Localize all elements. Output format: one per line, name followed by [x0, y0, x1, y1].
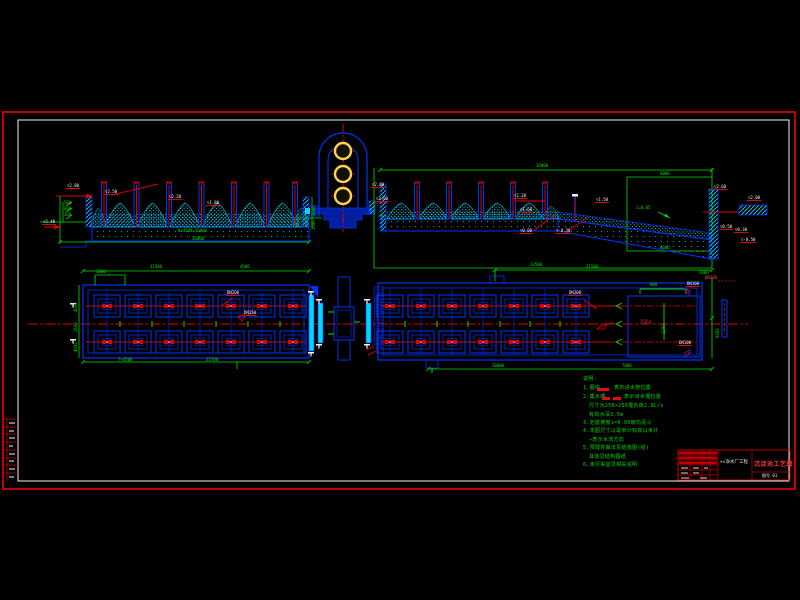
dimension-label: 300: [64, 212, 72, 217]
note-symbol: [613, 397, 621, 400]
elevation-label: DN200: [568, 290, 583, 296]
plan-left: [70, 268, 315, 369]
note-line: 尺寸为250×250堰负荷2.9L/s: [589, 403, 664, 409]
dimension-label: 8000: [660, 245, 670, 250]
dimension-label: 33500: [530, 262, 543, 267]
elevation-label: ▽2.40: [42, 219, 57, 225]
elevation-label: ▽0.00: [519, 228, 534, 234]
elevation-label: DN100: [678, 340, 693, 346]
dimension-label: 33000: [536, 163, 549, 168]
dimension-label: 1500: [311, 220, 316, 230]
notes-title: 说明:: [583, 376, 597, 382]
note-line: 4.本图尺寸以毫米计标高以米计: [583, 428, 659, 434]
elevation-label: ▽-0.30: [555, 228, 572, 234]
note-line: 表示出水堰位置: [624, 394, 662, 400]
dimension-label: 1600: [73, 322, 78, 332]
note-line: 3.池底坡度i=0.05坡向泥斗: [583, 420, 652, 426]
drawing-title: 沉淀池工艺图: [754, 461, 794, 468]
dimension-label: 21500: [586, 264, 599, 269]
elevation-label: ▽2.50: [104, 189, 119, 195]
dimension-label: 8×4500=36000: [178, 228, 207, 233]
project-name: ××净水厂工程: [720, 460, 748, 465]
dimension-label: 7000: [622, 363, 632, 368]
elevation-right: [373, 167, 768, 269]
dimension-label: 6000: [660, 171, 670, 176]
drawing-frame: [2, 111, 796, 490]
dimension-label: 800: [650, 282, 658, 287]
dimension-label: 800: [64, 206, 72, 211]
dimension-label: i=0.05: [636, 205, 651, 210]
elevation-label: ▽0.50: [719, 224, 734, 230]
dimension-label: 1000: [96, 269, 106, 274]
title-block: [677, 449, 791, 481]
pipe-label: DN300: [705, 275, 718, 280]
dimension-label: 28000: [492, 363, 505, 368]
note-line: 6.未尽事宜见相关说明: [583, 462, 638, 468]
elevation-label: ▽1.80: [206, 200, 221, 206]
elevation-label: ▽1.50: [595, 197, 610, 203]
elevation-label: ▽2.80: [66, 183, 81, 189]
margin-strip: [4, 418, 18, 481]
sludge-channel: [582, 287, 701, 358]
elevation-label: ▽0.30: [734, 227, 749, 233]
dimension-label: 1200: [661, 324, 666, 334]
drawing-number: 图号 01: [762, 473, 778, 478]
plan-center: [310, 276, 377, 361]
note-line: 2.集水槽: [583, 394, 606, 400]
dimension-label: 3000: [311, 206, 316, 216]
center-tower: [296, 124, 388, 304]
note-line: 有效水深3.5m: [589, 412, 624, 418]
note-symbol: [597, 388, 609, 391]
dimension-label: 36000: [192, 236, 205, 241]
note-line: 5.预埋件做法见结施图(结): [583, 445, 650, 451]
elevation-label: ▽1.60: [519, 207, 534, 213]
dimension-label: 9000: [715, 328, 720, 338]
dimension-label: 4000: [73, 302, 78, 312]
note-line: 表示进水管位置: [614, 385, 652, 391]
dimension-label: 31500: [206, 357, 219, 362]
dimension-label: 2000: [699, 270, 709, 275]
note-line: 具体见结构图纸: [589, 454, 627, 460]
inlet-weir-comb: [373, 286, 384, 345]
note-line: 1.图中: [583, 385, 601, 391]
dimension-label: 500: [64, 200, 72, 205]
note-symbol: [602, 397, 610, 400]
elevation-label: DN150: [243, 310, 258, 316]
elevation-label: DN100: [686, 281, 701, 287]
elevation-label: ▽2.60: [375, 196, 390, 202]
elevation-label: ▽2.80: [371, 182, 386, 188]
elevation-label: ▽-0.50: [740, 237, 757, 243]
elevation-label: ▽2.00: [747, 195, 762, 201]
dimension-label: 7×4500: [118, 357, 133, 362]
sludge-hopper-label: 污泥斗: [640, 319, 652, 324]
elevation-label: ▽2.20: [168, 194, 183, 200]
dimension-label: 4500: [240, 264, 250, 269]
elevation-label: ▽2.20: [513, 193, 528, 199]
dimension-label: 4000: [73, 342, 78, 352]
note-line: ←表示水流方向: [589, 437, 625, 443]
elevation-label: ▽2.60: [713, 184, 728, 190]
plan-right: [373, 267, 736, 373]
elevation-label: DN200: [226, 290, 241, 296]
dimension-label: 31500: [150, 264, 163, 269]
